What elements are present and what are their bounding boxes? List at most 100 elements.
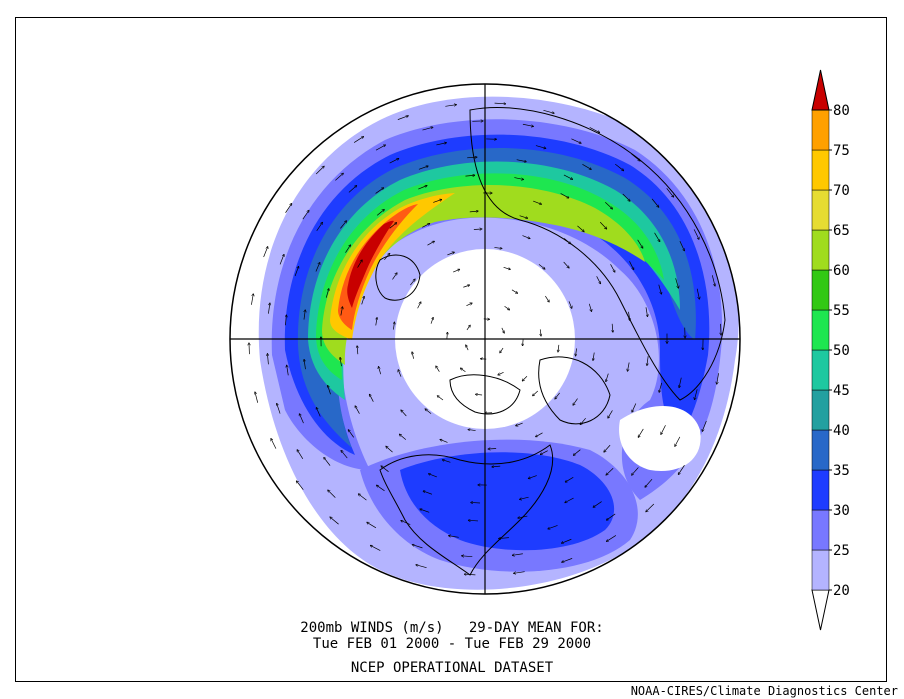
wind-arrow: [285, 204, 292, 213]
wind-arrow: [500, 347, 504, 353]
wind-arrow: [492, 466, 501, 467]
colorbar-box: [811, 229, 830, 271]
wind-arrow: [514, 177, 523, 180]
wind-arrow: [302, 211, 309, 220]
wind-arrow: [501, 327, 504, 333]
wind-arrow: [355, 406, 360, 414]
band-30-35-lobe: [400, 452, 615, 551]
wind-arrow: [504, 305, 510, 309]
wind-arrow: [471, 502, 481, 503]
wind-arrow: [400, 434, 407, 440]
wind-arrow: [445, 105, 456, 107]
wind-arrow: [375, 145, 385, 151]
wind-arrow: [529, 475, 537, 479]
wind-arrow: [324, 458, 331, 466]
wind-arrow: [422, 127, 432, 131]
wind-arrow: [297, 450, 304, 459]
wind-arrow: [285, 315, 286, 326]
wind-arrow: [271, 439, 277, 449]
wind-arrow: [377, 485, 385, 492]
caption-title: 200mb WINDS (m/s) 29-DAY MEAN FOR:: [300, 620, 604, 636]
wind-arrow: [375, 188, 384, 194]
wind-arrow: [397, 116, 408, 120]
wind-arrow: [328, 386, 331, 395]
wind-arrow: [422, 224, 429, 228]
wind-arrow: [449, 536, 459, 538]
wind-arrow: [599, 221, 606, 229]
wind-arrow: [711, 275, 715, 286]
wind-arrow: [340, 358, 341, 367]
wind-arrow: [659, 382, 663, 392]
wind-arrow: [607, 535, 617, 541]
colorbar-tick-label: 55: [833, 303, 850, 319]
wind-arrow: [576, 348, 577, 355]
wind-arrow: [315, 166, 324, 175]
wind-arrow: [540, 450, 548, 455]
colorbar-tick-label: 50: [833, 343, 850, 359]
wind-arrow: [533, 200, 541, 204]
wind-arrow: [461, 368, 466, 373]
wind-arrow: [473, 229, 482, 230]
wind-arrow: [607, 513, 616, 520]
wind-arrow: [675, 436, 681, 446]
wind-arrow: [438, 396, 444, 401]
wind-arrow: [522, 235, 529, 239]
wind-arrow: [588, 303, 591, 311]
wind-arrow: [666, 188, 674, 197]
wind-arrow: [488, 449, 497, 450]
wind-arrow: [325, 289, 329, 298]
wind-arrow: [536, 432, 543, 437]
wind-arrow: [353, 137, 363, 143]
wind-arrow: [412, 545, 423, 549]
colorbar-tick-label: 40: [833, 423, 850, 439]
jet-80: [347, 220, 394, 308]
wind-arrow: [543, 109, 553, 113]
wind-arrow: [345, 245, 350, 253]
wind-arrow: [476, 394, 483, 395]
colorbar-box: [811, 349, 830, 391]
wind-arrow: [562, 558, 573, 562]
wind-arrow: [328, 490, 336, 498]
wind-arrow: [632, 467, 639, 475]
wind-arrow: [341, 451, 348, 459]
wind-arrow: [410, 279, 415, 286]
wind-arrow: [593, 352, 594, 361]
wind-arrow: [520, 496, 529, 499]
wind-arrow: [651, 198, 659, 207]
wind-arrow: [568, 301, 572, 308]
coast-greenland: [538, 356, 611, 425]
wind-arrow: [447, 333, 448, 339]
wind-arrow: [389, 159, 399, 164]
colorbar-box: [811, 509, 830, 551]
colorbar-tick-label: 35: [833, 463, 850, 479]
wind-arrow: [418, 186, 426, 190]
wind-arrow: [679, 377, 682, 388]
wind-arrow: [417, 302, 421, 309]
wind-arrow: [378, 367, 382, 375]
wind-arrow: [513, 553, 523, 556]
wind-arrow: [430, 318, 433, 324]
wind-arrow: [503, 266, 511, 269]
wind-arrow: [563, 261, 569, 268]
wind-arrow: [606, 373, 609, 382]
wind-arrow: [463, 285, 469, 288]
wind-arrow: [645, 307, 648, 316]
wind-arrow: [516, 422, 523, 426]
colorbar-tick-label: 70: [833, 183, 850, 199]
wind-arrow: [447, 252, 454, 256]
wind-arrow: [304, 360, 306, 370]
wind-arrow: [335, 173, 343, 181]
colorbar-box: [811, 389, 830, 431]
wind-arrow: [412, 352, 414, 359]
wind-arrow: [612, 323, 613, 332]
coast-north-america: [379, 444, 554, 576]
wind-arrow: [678, 465, 685, 474]
wind-arrow: [558, 344, 559, 352]
wind-arrow: [545, 295, 549, 302]
wind-arrow: [548, 525, 558, 528]
wind-arrow: [389, 223, 397, 229]
colorbar-box: [811, 549, 830, 591]
wind-arrow: [425, 409, 432, 414]
wind-arrow: [695, 389, 698, 399]
